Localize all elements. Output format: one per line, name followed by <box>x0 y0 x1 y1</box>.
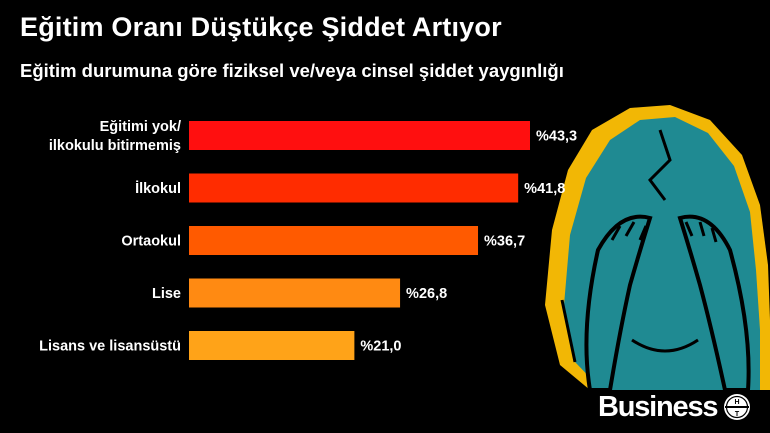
ht-logo-letter-h: H <box>735 399 740 406</box>
value-label-2: %36,7 <box>484 234 525 250</box>
ht-logo-letter-t: T <box>735 411 740 418</box>
chart-subtitle: Eğitim durumuna göre fiziksel ve/veya ci… <box>20 60 564 81</box>
value-label-4: %21,0 <box>360 339 401 355</box>
bar-3 <box>189 278 401 308</box>
bar-1 <box>189 173 519 203</box>
category-label-0-line-1: ilkokulu bitirmemiş <box>49 138 181 154</box>
category-label-4-line-0: Lisans ve lisansüstü <box>39 339 181 355</box>
bar-2 <box>189 226 479 255</box>
value-label-3: %26,8 <box>406 286 447 302</box>
chart-title: Eğitim Oranı Düştükçe Şiddet Artıyor <box>20 12 502 42</box>
bar-4 <box>189 331 355 360</box>
category-label-3-line-0: Lise <box>152 286 181 302</box>
covering-face-figure-illustration <box>545 105 770 390</box>
category-label-1-line-0: İlkokul <box>135 180 181 197</box>
bar-0 <box>189 121 530 150</box>
brand-watermark: Business H T <box>598 392 752 422</box>
category-label-2-line-0: Ortaokul <box>121 234 181 250</box>
value-label-1: %41,8 <box>524 181 565 197</box>
brand-name: Business <box>598 390 719 423</box>
value-label-0: %43,3 <box>536 129 577 145</box>
ht-logo-icon: H T <box>724 394 751 420</box>
category-label-0-line-0: Eğitimi yok/ <box>100 119 181 135</box>
